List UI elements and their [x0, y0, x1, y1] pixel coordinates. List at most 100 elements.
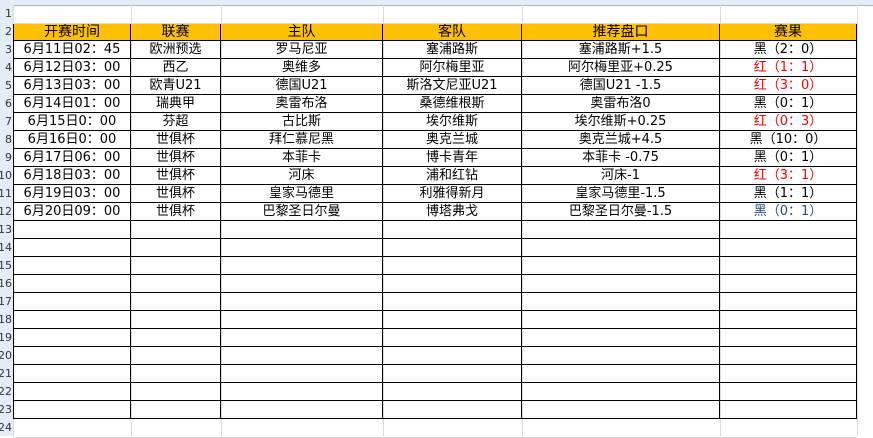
table-cell[interactable]: [221, 383, 383, 401]
row-number[interactable]: 14: [0, 241, 12, 254]
table-cell[interactable]: [13, 275, 131, 293]
table-cell[interactable]: 河床-1: [522, 167, 720, 185]
empty-row[interactable]: [13, 419, 857, 438]
table-cell[interactable]: 古比斯: [221, 113, 383, 131]
table-cell[interactable]: [720, 239, 857, 257]
table-cell[interactable]: 红（1：1）: [720, 59, 857, 77]
column-header[interactable]: 主队: [221, 23, 383, 41]
table-cell[interactable]: 6月13日03：00: [13, 77, 131, 95]
table-cell[interactable]: 黑（10：0）: [720, 131, 857, 149]
table-cell[interactable]: [131, 383, 221, 401]
table-cell[interactable]: [720, 311, 857, 329]
table-cell[interactable]: [522, 365, 720, 383]
row-number[interactable]: 18: [0, 313, 12, 326]
table-cell[interactable]: [221, 275, 383, 293]
table-cell[interactable]: 芬超: [131, 113, 221, 131]
table-cell[interactable]: 巴黎圣日尔曼: [221, 203, 383, 221]
table-cell[interactable]: 黑（0：1）: [720, 203, 857, 221]
table-cell[interactable]: [221, 311, 383, 329]
table-cell[interactable]: [522, 329, 720, 347]
row-number[interactable]: 11: [0, 187, 12, 200]
table-cell[interactable]: 阿尔梅里亚+0.25: [522, 59, 720, 77]
row-number[interactable]: 12: [0, 205, 12, 218]
table-cell[interactable]: 德国U21: [221, 77, 383, 95]
table-cell[interactable]: [221, 365, 383, 383]
row-number[interactable]: 19: [0, 331, 12, 344]
table-cell[interactable]: [131, 311, 221, 329]
table-cell[interactable]: [383, 275, 522, 293]
row-number[interactable]: 10: [0, 169, 12, 182]
table-cell[interactable]: [522, 347, 720, 365]
table-cell[interactable]: 6月17日06：00: [13, 149, 131, 167]
table-cell[interactable]: [522, 239, 720, 257]
table-cell[interactable]: [13, 311, 131, 329]
table-cell[interactable]: [383, 365, 522, 383]
table-cell[interactable]: 欧洲预选: [131, 41, 221, 59]
table-cell[interactable]: 世俱杯: [131, 203, 221, 221]
table-cell[interactable]: [720, 275, 857, 293]
table-cell[interactable]: [383, 401, 522, 419]
row-number[interactable]: 7: [5, 115, 12, 128]
column-header-bar[interactable]: [0, 0, 873, 6]
table-cell[interactable]: 黑（1：1）: [720, 185, 857, 203]
table-cell[interactable]: 德国U21 -1.5: [522, 77, 720, 95]
row-number[interactable]: 17: [0, 295, 12, 308]
table-cell[interactable]: 奥雷布洛0: [522, 95, 720, 113]
table-cell[interactable]: [221, 347, 383, 365]
column-header[interactable]: 推荐盘口: [522, 23, 720, 41]
table-cell[interactable]: [383, 311, 522, 329]
table-cell[interactable]: [13, 221, 131, 239]
table-cell[interactable]: [131, 239, 221, 257]
table-cell[interactable]: 黑（0：1）: [720, 149, 857, 167]
table-cell[interactable]: 斯洛文尼亚U21: [383, 77, 522, 95]
table-cell[interactable]: [720, 347, 857, 365]
table-cell[interactable]: [522, 401, 720, 419]
table-cell[interactable]: 黑（2：0）: [720, 41, 857, 59]
table-cell[interactable]: [720, 257, 857, 275]
table-cell[interactable]: [131, 347, 221, 365]
row-number[interactable]: 4: [5, 61, 12, 74]
table-cell[interactable]: [131, 257, 221, 275]
table-cell[interactable]: 世俱杯: [131, 131, 221, 149]
table-cell[interactable]: 拜仁慕尼黑: [221, 131, 383, 149]
row-number[interactable]: 21: [0, 367, 12, 380]
row-number[interactable]: 5: [5, 79, 12, 92]
table-cell[interactable]: 6月11日02：45: [13, 41, 131, 59]
table-cell[interactable]: [383, 221, 522, 239]
row-header-bar[interactable]: 1 2 3 4 5 6 7 8 9 10 11 12 13 14 15 16 17 18 19 20 21 22 23 24: [0, 5, 14, 436]
table-cell[interactable]: [383, 257, 522, 275]
table-cell[interactable]: 利雅得新月: [383, 185, 522, 203]
table-cell[interactable]: [131, 293, 221, 311]
table-cell[interactable]: 皇家马德里-1.5: [522, 185, 720, 203]
table-cell[interactable]: 埃尔维斯: [383, 113, 522, 131]
table-cell[interactable]: [13, 383, 131, 401]
table-cell[interactable]: 6月20日09：00: [13, 203, 131, 221]
table-cell[interactable]: [221, 239, 383, 257]
table-cell[interactable]: 奥维多: [221, 59, 383, 77]
table-cell[interactable]: 黑（0：1）: [720, 95, 857, 113]
column-header[interactable]: 赛果: [720, 23, 857, 41]
row-number[interactable]: 20: [0, 349, 12, 362]
table-cell[interactable]: [522, 221, 720, 239]
table-cell[interactable]: 皇家马德里: [221, 185, 383, 203]
table-cell[interactable]: 6月15日0：00: [13, 113, 131, 131]
table-cell[interactable]: [13, 347, 131, 365]
table-cell[interactable]: [720, 293, 857, 311]
row-number[interactable]: 3: [5, 43, 12, 56]
table-cell[interactable]: [383, 293, 522, 311]
table-cell[interactable]: 河床: [221, 167, 383, 185]
table-cell[interactable]: 塞浦路斯: [383, 41, 522, 59]
table-cell[interactable]: [720, 365, 857, 383]
row-number[interactable]: 15: [0, 259, 12, 272]
column-header[interactable]: 开赛时间: [13, 23, 131, 41]
table-cell[interactable]: [522, 293, 720, 311]
table-cell[interactable]: [383, 329, 522, 347]
row-number[interactable]: 22: [0, 385, 12, 398]
table-cell[interactable]: 奥克兰城: [383, 131, 522, 149]
table-cell[interactable]: 红（3：0）: [720, 77, 857, 95]
table-cell[interactable]: 6月16日0：00: [13, 131, 131, 149]
table-cell[interactable]: 桑德维根斯: [383, 95, 522, 113]
row-number[interactable]: 13: [0, 223, 12, 236]
table-cell[interactable]: [720, 401, 857, 419]
table-cell[interactable]: [522, 383, 720, 401]
